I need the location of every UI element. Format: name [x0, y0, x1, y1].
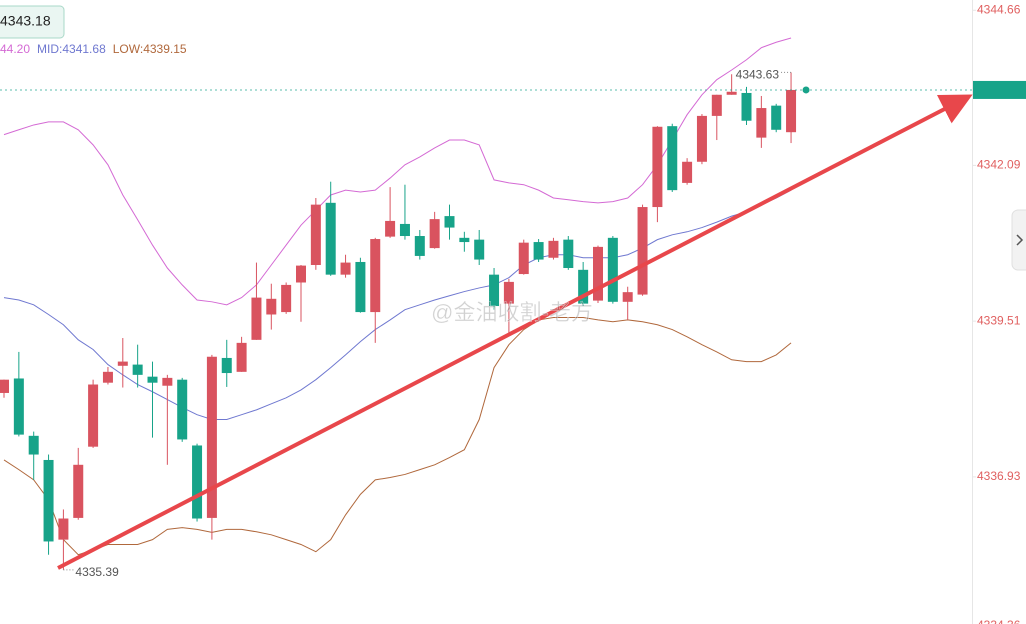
candle-body [518, 242, 529, 275]
candle-body [325, 202, 336, 275]
candle-body [622, 292, 633, 302]
band-line [3, 317, 792, 556]
band-legend-item: LOW:4339.15 [113, 42, 187, 56]
candles [0, 72, 797, 570]
candle-body [474, 239, 485, 260]
candle-body [593, 246, 603, 301]
candle-body [696, 115, 707, 162]
candle-body [310, 204, 321, 265]
candle-body [177, 379, 188, 440]
band-legend-item: 44.20 [0, 42, 30, 56]
candle-body [711, 94, 722, 116]
candle-body [266, 298, 277, 315]
candle-body [28, 435, 39, 455]
candle-body [563, 239, 574, 269]
candle-body [102, 371, 113, 383]
low-label: 4335.39 [75, 565, 119, 579]
y-axis: 4344.66 4342.09 4339.51 4336.93 4334.36 [972, 2, 1021, 624]
candle-body [444, 216, 455, 228]
candle-body [652, 126, 663, 208]
band-legend-item: MID:4341.68 [37, 42, 106, 56]
candle-body [355, 261, 366, 313]
y-tick-label: 4339.51 [977, 313, 1021, 327]
y-tick-label: 4342.09 [977, 158, 1021, 172]
candle-body [459, 237, 470, 243]
candle-body [548, 240, 559, 258]
candle-body [281, 284, 292, 313]
candle-body [607, 237, 618, 302]
band-legend: 44.20 MID:4341.68 LOW:4339.15 [0, 42, 187, 56]
y-tick-label: 4336.93 [977, 469, 1021, 483]
candle-body [162, 377, 173, 386]
price-tag [973, 80, 1026, 99]
candle-body [489, 274, 500, 307]
candle-body [385, 220, 396, 237]
candle-body [117, 361, 128, 366]
candle-body [533, 242, 544, 260]
bollinger-bands [3, 37, 792, 556]
candle-body [13, 378, 24, 435]
candle-body [637, 207, 648, 295]
y-tick-label: 4344.66 [977, 2, 1021, 16]
candle-body [43, 459, 54, 542]
trend-arrow [57, 94, 973, 570]
candle-body [132, 364, 143, 375]
candle-body [786, 89, 797, 133]
candle-body [192, 445, 203, 519]
candle-body [503, 281, 514, 304]
high-label: 4343.63 [736, 68, 780, 82]
band-line [3, 189, 792, 421]
candle-body [221, 357, 232, 374]
candle-body [147, 376, 158, 383]
candle-body [399, 223, 410, 237]
candle-body [251, 297, 262, 340]
candle-body [756, 108, 767, 138]
candle-body [667, 126, 678, 191]
candle-body [58, 518, 69, 540]
overlay: 4343.63 4335.39 [0, 68, 1026, 579]
candle-body [578, 269, 589, 304]
candle-body [73, 464, 84, 518]
candle-body [370, 239, 381, 313]
price-dot [802, 86, 810, 94]
candle-body [206, 356, 217, 518]
y-tick-label: 4334.36 [977, 618, 1021, 624]
candle-body [296, 265, 306, 283]
candle-body [741, 92, 752, 121]
candle-body [682, 161, 693, 183]
candle-body [771, 105, 782, 130]
side-toggle[interactable] [1011, 209, 1026, 271]
price-box-text: 4343.18 [0, 13, 51, 29]
candle-body [236, 342, 247, 372]
candle-body [340, 262, 351, 275]
watermark: @金油收割-老方 [431, 300, 593, 325]
candle-body [414, 236, 425, 256]
candle-body [0, 379, 9, 393]
candle-body [726, 91, 737, 95]
price-box [0, 5, 65, 39]
side-toggle-icon [1016, 234, 1024, 246]
candle-body [88, 384, 99, 447]
candle-body [429, 219, 440, 249]
